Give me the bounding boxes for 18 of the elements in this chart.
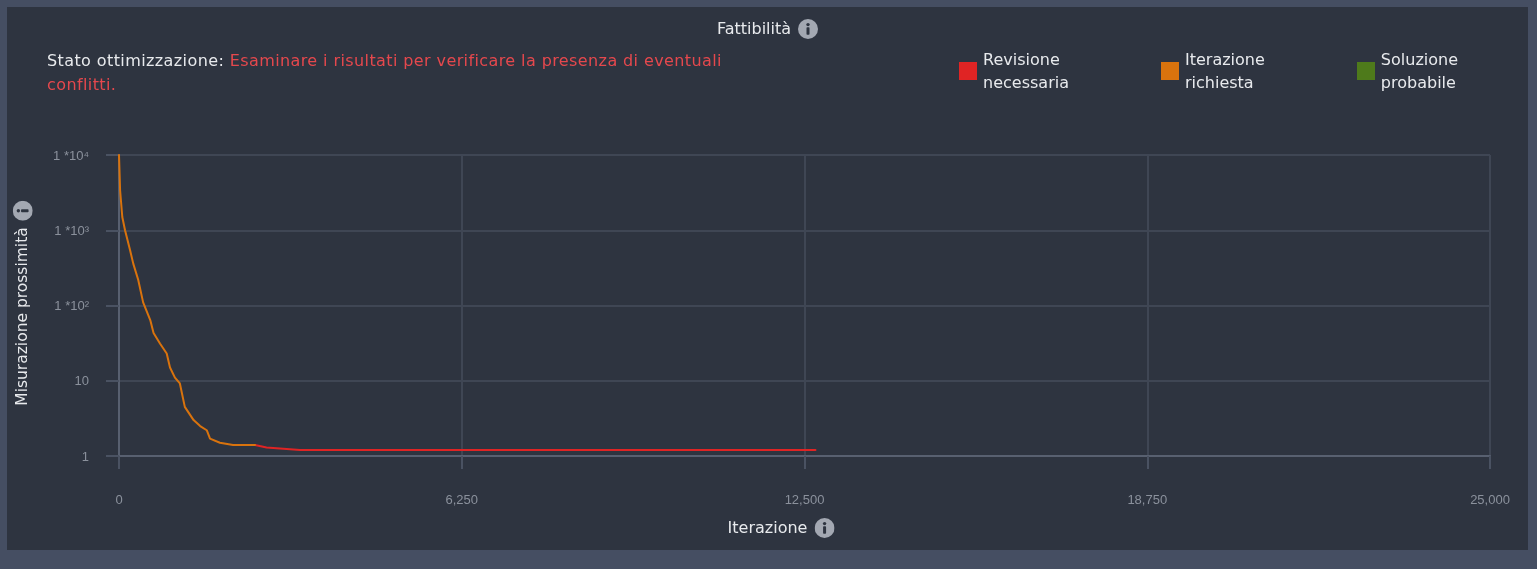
line-series xyxy=(118,154,256,446)
x-tick-label: 25,000 xyxy=(1470,492,1510,507)
y-axis-title: Misurazione prossimità xyxy=(13,227,32,406)
x-tick-label: 18,750 xyxy=(1127,492,1168,507)
y-tick-label: 1 *10³ xyxy=(54,222,90,238)
x-axis-title: Iterazione xyxy=(727,517,808,537)
legend-label: Iterazione richiesta xyxy=(1185,49,1265,94)
y-tick-label: 1 *10⁴ xyxy=(53,147,89,163)
x-tick-label: 0 xyxy=(115,492,123,507)
y-tick-label: 1 *10² xyxy=(54,298,90,313)
y-tick-label: 1 xyxy=(81,448,89,464)
chart-title: Fattibilità xyxy=(716,18,792,38)
y-tick-label: 10 xyxy=(74,373,89,389)
x-tick-label: 12,500 xyxy=(784,492,825,507)
x-tick-label: 6,250 xyxy=(445,492,479,507)
text: Stato ottimizzazione: xyxy=(47,51,225,70)
legend-label: Revisione necessaria xyxy=(983,49,1069,94)
legend-label: Soluzione probabile xyxy=(1380,49,1458,94)
